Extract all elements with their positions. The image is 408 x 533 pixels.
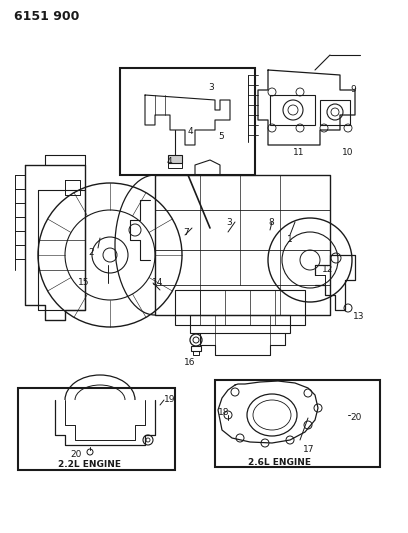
Text: 18: 18 [218,408,229,417]
Bar [190,315,290,333]
Text: 2.2L ENGINE: 2.2L ENGINE [58,460,121,469]
Text: 1: 1 [287,235,293,244]
Text: 17: 17 [303,445,315,454]
Bar [193,351,199,355]
Text: 11: 11 [293,148,304,157]
Text: 2: 2 [88,248,93,257]
Bar [320,100,350,125]
Text: 10: 10 [342,148,353,157]
Text: 5: 5 [218,132,224,141]
Bar [215,380,380,467]
Bar [270,95,315,125]
Text: 3: 3 [226,218,232,227]
Text: 4: 4 [188,127,194,136]
Bar [175,290,305,325]
Text: 2.6L ENGINE: 2.6L ENGINE [248,458,311,467]
Bar [18,388,175,470]
Text: 12: 12 [322,265,333,274]
Bar [191,346,201,351]
Text: 3: 3 [208,83,214,92]
Text: 4: 4 [167,157,173,166]
Bar [168,163,182,168]
Bar [120,68,255,175]
Text: 13: 13 [353,312,364,321]
Text: 7: 7 [183,228,189,237]
Text: 6151 900: 6151 900 [14,10,80,23]
Text: 19: 19 [164,395,175,404]
Bar [168,155,182,163]
Text: 9: 9 [350,85,356,94]
Text: 20: 20 [350,413,361,422]
Text: 16: 16 [184,358,196,367]
Text: 14: 14 [152,278,163,287]
Text: 15: 15 [78,278,89,287]
Text: 20: 20 [70,450,81,459]
Text: 8: 8 [268,218,274,227]
